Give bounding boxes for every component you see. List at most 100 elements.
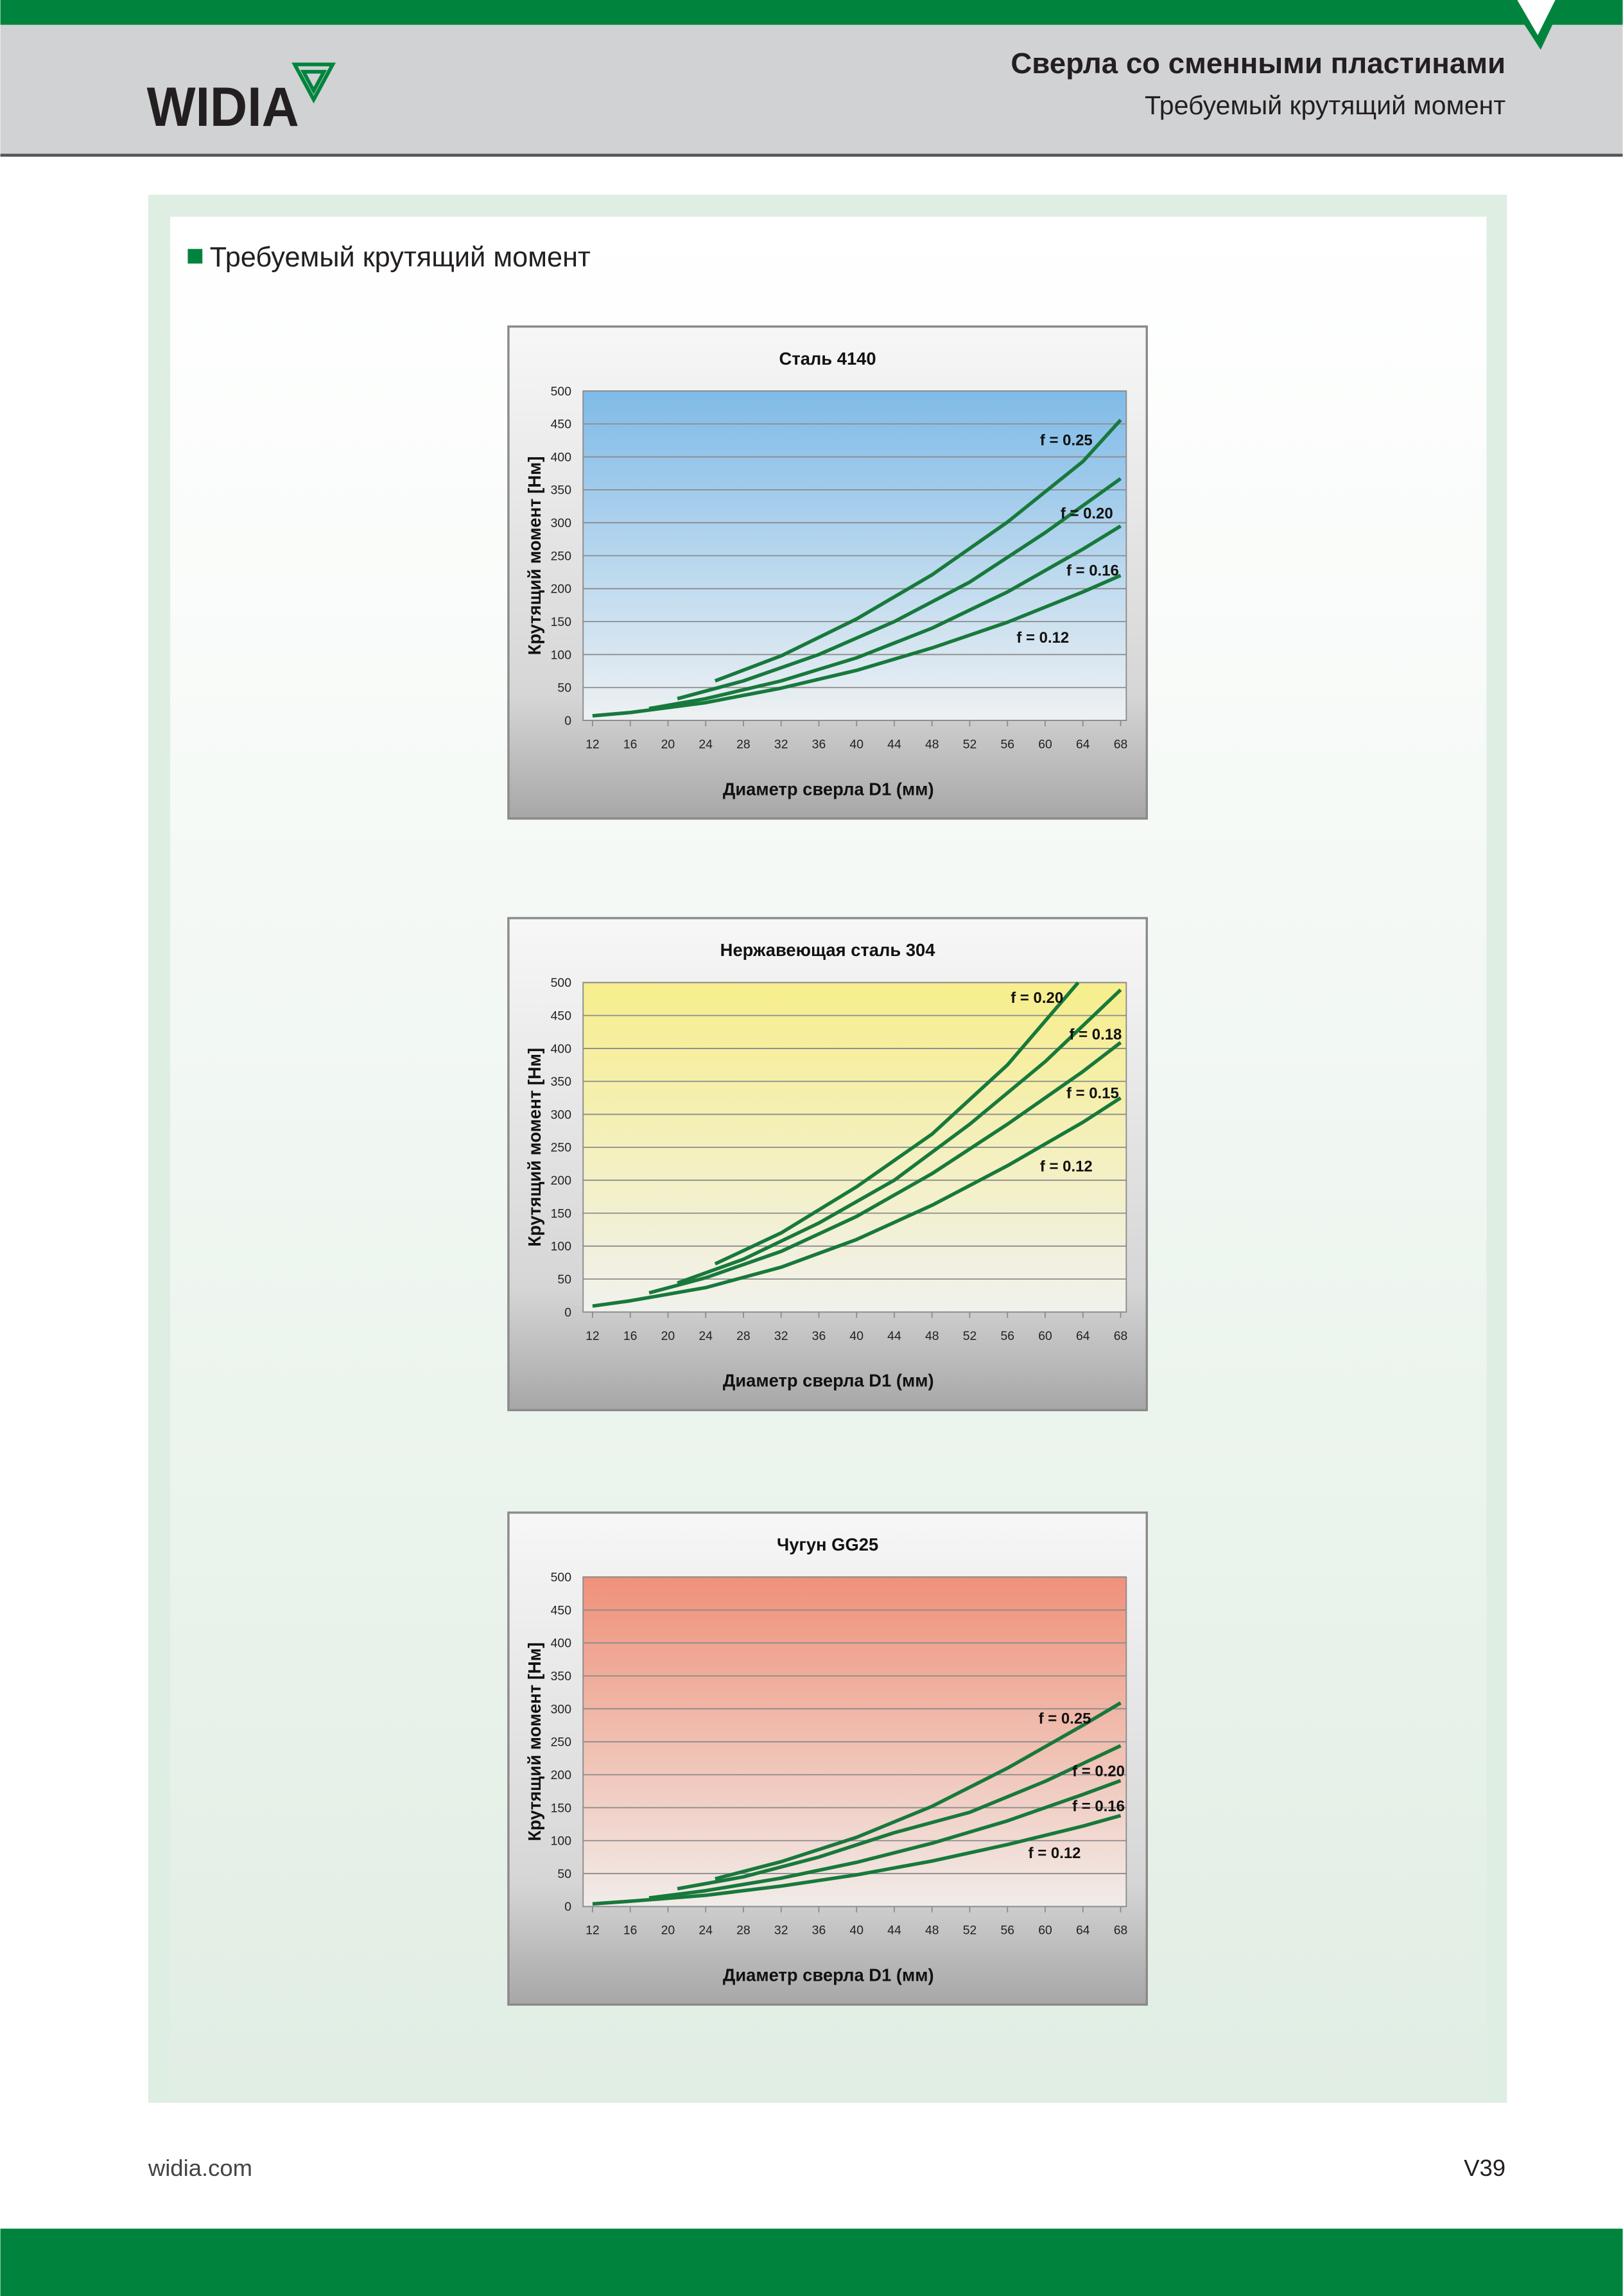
y-tick-label: 300 — [551, 516, 572, 530]
y-tick-label: 500 — [551, 976, 572, 990]
y-tick-label: 300 — [551, 1702, 572, 1716]
x-tick-label: 32 — [774, 1329, 788, 1343]
y-tick-label: 250 — [551, 549, 572, 563]
y-tick-label: 300 — [551, 1108, 572, 1122]
x-tick-label: 56 — [1000, 1329, 1014, 1343]
y-tick-label: 200 — [551, 1768, 572, 1782]
x-tick-label: 36 — [812, 1329, 826, 1343]
x-tick-label: 16 — [623, 1329, 638, 1343]
series-line — [677, 477, 1122, 700]
series-line — [714, 419, 1122, 683]
x-tick-label: 20 — [661, 1329, 675, 1343]
x-tick-label: 40 — [849, 1924, 864, 1938]
x-tick-label: 28 — [736, 737, 751, 751]
x-tick-label: 60 — [1038, 737, 1052, 751]
section-bullet — [187, 248, 203, 264]
y-axis-label: Крутящий момент [Нм] — [525, 1642, 544, 1841]
x-tick-label: 28 — [736, 1329, 751, 1343]
chart-title: Сталь 4140 — [779, 349, 876, 369]
x-tick-label: 56 — [1000, 737, 1014, 751]
y-tick-label: 250 — [551, 1735, 572, 1750]
y-tick-label: 450 — [551, 1603, 572, 1617]
x-tick-label: 44 — [887, 1924, 901, 1938]
series-line — [677, 988, 1122, 1285]
series-line — [677, 1744, 1122, 1891]
x-tick-label: 52 — [963, 1329, 977, 1343]
x-tick-label: 68 — [1114, 1329, 1128, 1343]
x-tick-label: 32 — [774, 1924, 788, 1938]
x-tick-label: 24 — [699, 1329, 713, 1343]
footer-site: widia.com — [148, 2155, 252, 2181]
header-bar — [0, 0, 1623, 25]
y-tick-label: 100 — [551, 1240, 572, 1254]
x-tick-label: 44 — [887, 1329, 901, 1343]
series-line — [592, 573, 1122, 718]
series-label: f = 0.20 — [1072, 1762, 1125, 1780]
footer-page: V39 — [1464, 2155, 1506, 2181]
x-axis-label: Диаметр сверла D1 (мм) — [723, 1371, 934, 1391]
series-label: f = 0.12 — [1016, 629, 1069, 647]
x-tick-label: 12 — [586, 737, 600, 751]
x-tick-label: 60 — [1038, 1329, 1052, 1343]
series-line — [592, 1096, 1122, 1308]
y-tick-label: 400 — [551, 1637, 572, 1651]
section-title: Требуемый крутящий момент — [210, 242, 591, 273]
chart: Нержавеющая сталь 304 0 50 100 150 200 250 300 3… — [507, 917, 1148, 1411]
x-tick-label: 68 — [1114, 1924, 1128, 1938]
y-tick-label: 0 — [564, 1305, 571, 1319]
y-tick-label: 100 — [551, 648, 572, 662]
x-tick-label: 44 — [887, 737, 901, 751]
y-axis-label: Крутящий момент [Нм] — [525, 457, 544, 656]
series-label: f = 0.25 — [1040, 431, 1093, 449]
series-label: f = 0.16 — [1066, 562, 1119, 579]
series-line — [592, 1814, 1122, 1906]
y-tick-label: 50 — [557, 1273, 571, 1287]
header-title: Сверла со сменными пластинами — [1011, 47, 1506, 80]
series-line — [714, 981, 1080, 1265]
x-tick-label: 24 — [699, 737, 713, 751]
x-tick-label: 24 — [699, 1924, 713, 1938]
series-label: f = 0.20 — [1011, 989, 1063, 1007]
series-line — [648, 1041, 1122, 1295]
y-tick-label: 150 — [551, 1801, 572, 1815]
x-tick-label: 40 — [849, 1329, 864, 1343]
x-tick-label: 20 — [661, 737, 675, 751]
series-line — [648, 1779, 1122, 1900]
y-tick-label: 500 — [551, 385, 572, 399]
x-tick-label: 64 — [1076, 1924, 1090, 1938]
x-tick-label: 56 — [1000, 1924, 1014, 1938]
x-tick-label: 12 — [586, 1924, 600, 1938]
y-tick-label: 350 — [551, 1075, 572, 1089]
charts: Сталь 4140050100150200250300350400450500… — [507, 325, 1148, 2006]
y-tick-label: 250 — [551, 1141, 572, 1155]
y-tick-label: 350 — [551, 1669, 572, 1683]
y-tick-label: 400 — [551, 1042, 572, 1056]
x-tick-label: 52 — [963, 1924, 977, 1938]
logo: WIDIA — [147, 76, 299, 138]
chart-title: Чугун GG25 — [777, 1535, 878, 1554]
y-tick-label: 350 — [551, 483, 572, 498]
series-label: f = 0.16 — [1072, 1798, 1125, 1815]
y-tick-label: 50 — [557, 681, 571, 695]
chart-title: Нержавеющая сталь 304 — [720, 940, 936, 960]
y-tick-label: 0 — [564, 1900, 571, 1914]
x-tick-label: 36 — [812, 1924, 826, 1938]
y-tick-label: 450 — [551, 1009, 572, 1023]
x-tick-label: 16 — [623, 737, 638, 751]
x-tick-label: 68 — [1114, 737, 1128, 751]
y-tick-label: 200 — [551, 1174, 572, 1188]
series-label: f = 0.15 — [1066, 1084, 1119, 1102]
footer-bar — [0, 2229, 1623, 2296]
y-tick-label: 450 — [551, 417, 572, 431]
x-tick-label: 48 — [925, 737, 939, 751]
series-label: f = 0.18 — [1070, 1026, 1122, 1043]
x-tick-label: 52 — [963, 737, 977, 751]
y-tick-label: 500 — [551, 1570, 572, 1585]
header-subtitle: Требуемый крутящий момент — [1145, 91, 1506, 120]
y-axis-label: Крутящий момент [Нм] — [525, 1048, 544, 1247]
x-tick-label: 64 — [1076, 1329, 1090, 1343]
x-tick-label: 12 — [586, 1329, 600, 1343]
y-tick-label: 150 — [551, 1206, 572, 1221]
